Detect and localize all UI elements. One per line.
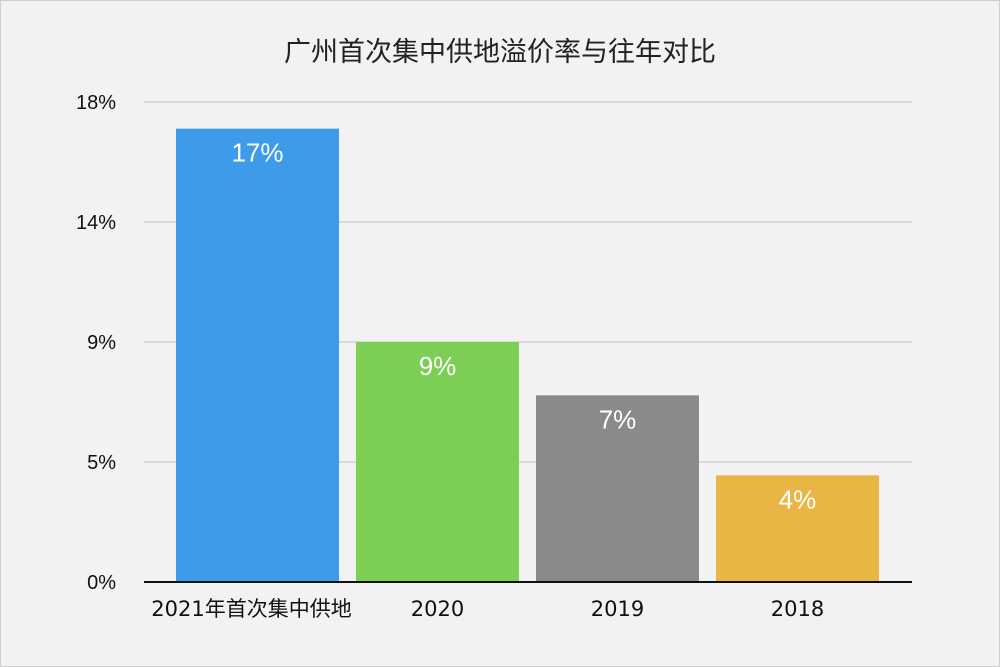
x-tick-label: 2018 [771, 597, 824, 621]
bar [176, 128, 339, 582]
data-label: 4% [779, 484, 817, 514]
x-tick-label: 2020 [411, 597, 464, 621]
y-tick-label: 9% [87, 332, 116, 354]
data-label: 17% [231, 138, 283, 168]
data-label: 9% [419, 351, 457, 381]
y-tick-label: 14% [76, 212, 116, 234]
y-tick-label: 5% [87, 452, 116, 474]
chart-title: 广州首次集中供地溢价率与往年对比 [284, 37, 716, 68]
x-tick-label: 2019 [591, 597, 644, 621]
bar [716, 475, 879, 582]
bar [536, 395, 699, 582]
data-label: 7% [599, 404, 637, 434]
bar [356, 342, 519, 582]
y-tick-label: 18% [76, 92, 116, 114]
y-tick-label: 0% [87, 572, 116, 594]
x-tick-label: 2021年首次集中供地 [151, 597, 351, 621]
